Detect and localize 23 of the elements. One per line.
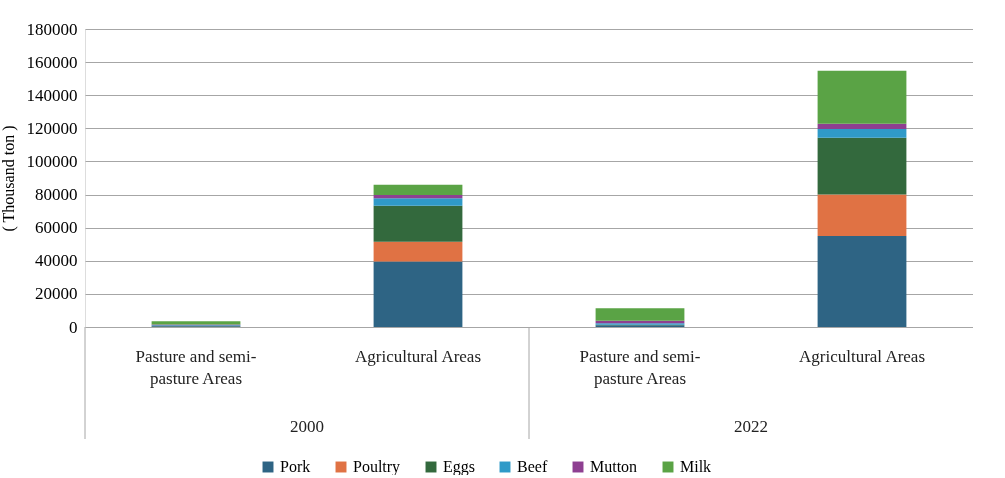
x-tick-label: Pasture and semi-pasture Areas bbox=[579, 347, 701, 388]
x-tick-label: Agricultural Areas bbox=[798, 347, 926, 366]
y-tick-label: 20000 bbox=[35, 284, 78, 304]
legend-label: Milk bbox=[680, 458, 712, 475]
legend-label: Mutton bbox=[590, 458, 638, 475]
x-tick-label: Agricultural Areas bbox=[354, 347, 482, 366]
text: 2000 bbox=[290, 417, 324, 436]
y-tick-label: 0 bbox=[69, 317, 78, 337]
y-tick-label: 60000 bbox=[35, 218, 78, 238]
y-axis-title: ( Thousand ton ) bbox=[0, 125, 18, 232]
legend-label: Eggs bbox=[443, 458, 475, 476]
y-tick-label: 180000 bbox=[26, 19, 78, 39]
x-tick-label: Pasture and semi-pasture Areas bbox=[135, 347, 257, 388]
y-tick-label: 80000 bbox=[35, 185, 78, 205]
y-tick-label: 140000 bbox=[26, 85, 78, 105]
y-tick-label: 40000 bbox=[35, 251, 78, 271]
legend-label: Poultry bbox=[353, 458, 401, 476]
text: 2022 bbox=[734, 417, 768, 436]
legend-label: Pork bbox=[280, 458, 311, 475]
y-tick-label: 120000 bbox=[26, 118, 78, 138]
y-tick-label: 100000 bbox=[26, 151, 78, 171]
legend-label: Beef bbox=[517, 458, 548, 475]
y-tick-label: 160000 bbox=[26, 52, 78, 72]
